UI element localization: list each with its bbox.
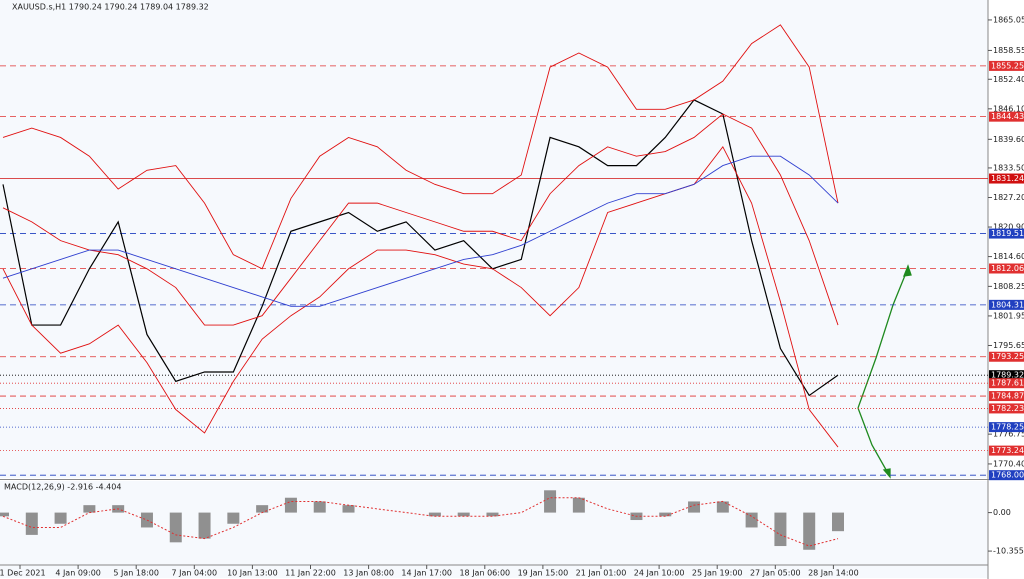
x-tick-label: 31 Dec 2021 <box>0 569 46 578</box>
x-tick-label: 27 Jan 05:00 <box>750 569 801 578</box>
level-label-box <box>989 299 1024 310</box>
level-label-box <box>989 470 1024 481</box>
macd-bar <box>342 505 355 513</box>
indicator-line <box>2 155 839 307</box>
level-label: 1855.25 <box>991 61 1024 70</box>
macd-bar <box>803 512 816 550</box>
y-tick-label: 0.00 <box>993 508 1011 517</box>
indicator-line <box>2 145 839 448</box>
y-tick-label: 1865.05 <box>993 15 1024 24</box>
macd-bar <box>0 512 9 517</box>
level-label-box <box>989 228 1024 239</box>
x-tick-label: 24 Jan 10:00 <box>634 569 685 578</box>
level-label-box <box>989 422 1024 433</box>
macd-bar <box>544 490 557 513</box>
level-label: 1778.25 <box>991 423 1024 432</box>
macd-bar <box>83 505 96 513</box>
x-tick-label: 10 Jan 13:00 <box>227 569 278 578</box>
price-line <box>2 99 839 397</box>
macd-bar <box>54 512 67 524</box>
x-tick-label: 4 Jan 09:00 <box>55 569 101 578</box>
macd-bar <box>256 505 269 513</box>
level-label-box <box>989 378 1024 389</box>
level-label-box <box>989 370 1024 381</box>
y-tick-label: 1770.40 <box>993 459 1024 468</box>
x-tick-label: 7 Jan 04:00 <box>172 569 218 578</box>
level-label: 1804.31 <box>991 300 1024 309</box>
macd-bar <box>688 501 701 513</box>
x-tick-label: 5 Jan 18:00 <box>113 569 159 578</box>
macd-bar <box>774 512 787 547</box>
macd-bar <box>457 512 470 517</box>
macd-bar <box>428 512 441 517</box>
macd-bar <box>659 512 672 517</box>
y-tick-label: 1827.20 <box>993 193 1024 202</box>
x-tick-label: 18 Jan 06:00 <box>459 569 510 578</box>
y-tick-label: 1846.10 <box>993 104 1024 113</box>
y-tick-label: 1833.50 <box>993 163 1024 172</box>
macd-bar <box>140 512 153 528</box>
indicator-line <box>2 24 839 270</box>
level-label: 1782.23 <box>991 404 1024 413</box>
signal-line <box>2 497 839 547</box>
x-tick-label: 28 Jan 14:00 <box>808 569 859 578</box>
y-tick-label: 1820.90 <box>993 223 1024 232</box>
level-label-box <box>989 173 1024 184</box>
macd-bar <box>198 512 211 539</box>
y-tick-label: 1795.65 <box>993 341 1024 350</box>
macd-bar <box>313 501 326 513</box>
level-label-box <box>989 391 1024 402</box>
macd-bar <box>169 512 182 543</box>
level-label: 1844.43 <box>991 112 1024 121</box>
level-label: 1768.00 <box>991 471 1024 480</box>
y-tick-label: -10.355 <box>993 547 1024 556</box>
level-label-box <box>989 60 1024 71</box>
level-label: 1773.24 <box>991 446 1024 455</box>
macd-bar <box>572 497 585 513</box>
level-label-box <box>989 111 1024 122</box>
macd-bar <box>745 512 758 528</box>
y-tick-label: 1839.60 <box>993 135 1024 144</box>
level-label-box <box>989 403 1024 414</box>
level-label: 1831.24 <box>991 174 1024 183</box>
level-label: 1819.51 <box>991 229 1024 238</box>
macd-bar <box>486 512 499 517</box>
symbol-header: XAUUSD.s,H1 1790.24 1790.24 1789.04 1789… <box>12 3 209 12</box>
y-tick-label: 1858.55 <box>993 46 1024 55</box>
level-label: 1784.87 <box>991 392 1024 401</box>
level-label: 1789.32 <box>991 371 1024 380</box>
x-tick-label: 14 Jan 17:00 <box>401 569 452 578</box>
price-panel <box>0 0 988 478</box>
y-tick-label: 1808.25 <box>993 282 1024 291</box>
macd-bar <box>716 501 729 513</box>
macd-bar <box>25 512 38 535</box>
macd-header: MACD(12,26,9) -2.916 -4.404 <box>4 483 121 492</box>
y-tick-label: 1852.40 <box>993 75 1024 84</box>
indicator-line <box>2 113 839 326</box>
level-label-box <box>989 263 1024 274</box>
x-tick-label: 25 Jan 19:00 <box>692 569 743 578</box>
macd-bar <box>832 512 844 532</box>
level-label: 1812.06 <box>991 264 1024 273</box>
level-label: 1793.25 <box>991 352 1024 361</box>
y-tick-label: 1814.60 <box>993 252 1024 261</box>
y-tick-label: 1801.95 <box>993 311 1024 320</box>
macd-bar <box>227 512 240 524</box>
level-label-box <box>989 445 1024 456</box>
level-label: 1787.61 <box>991 379 1024 388</box>
y-tick-label: 1776.75 <box>993 430 1024 439</box>
x-tick-label: 11 Jan 22:00 <box>285 569 336 578</box>
x-tick-label: 19 Jan 15:00 <box>518 569 569 578</box>
x-tick-label: 13 Jan 08:00 <box>343 569 394 578</box>
level-label-box <box>989 351 1024 362</box>
macd-bar <box>284 497 297 513</box>
x-tick-label: 21 Jan 01:00 <box>576 569 627 578</box>
